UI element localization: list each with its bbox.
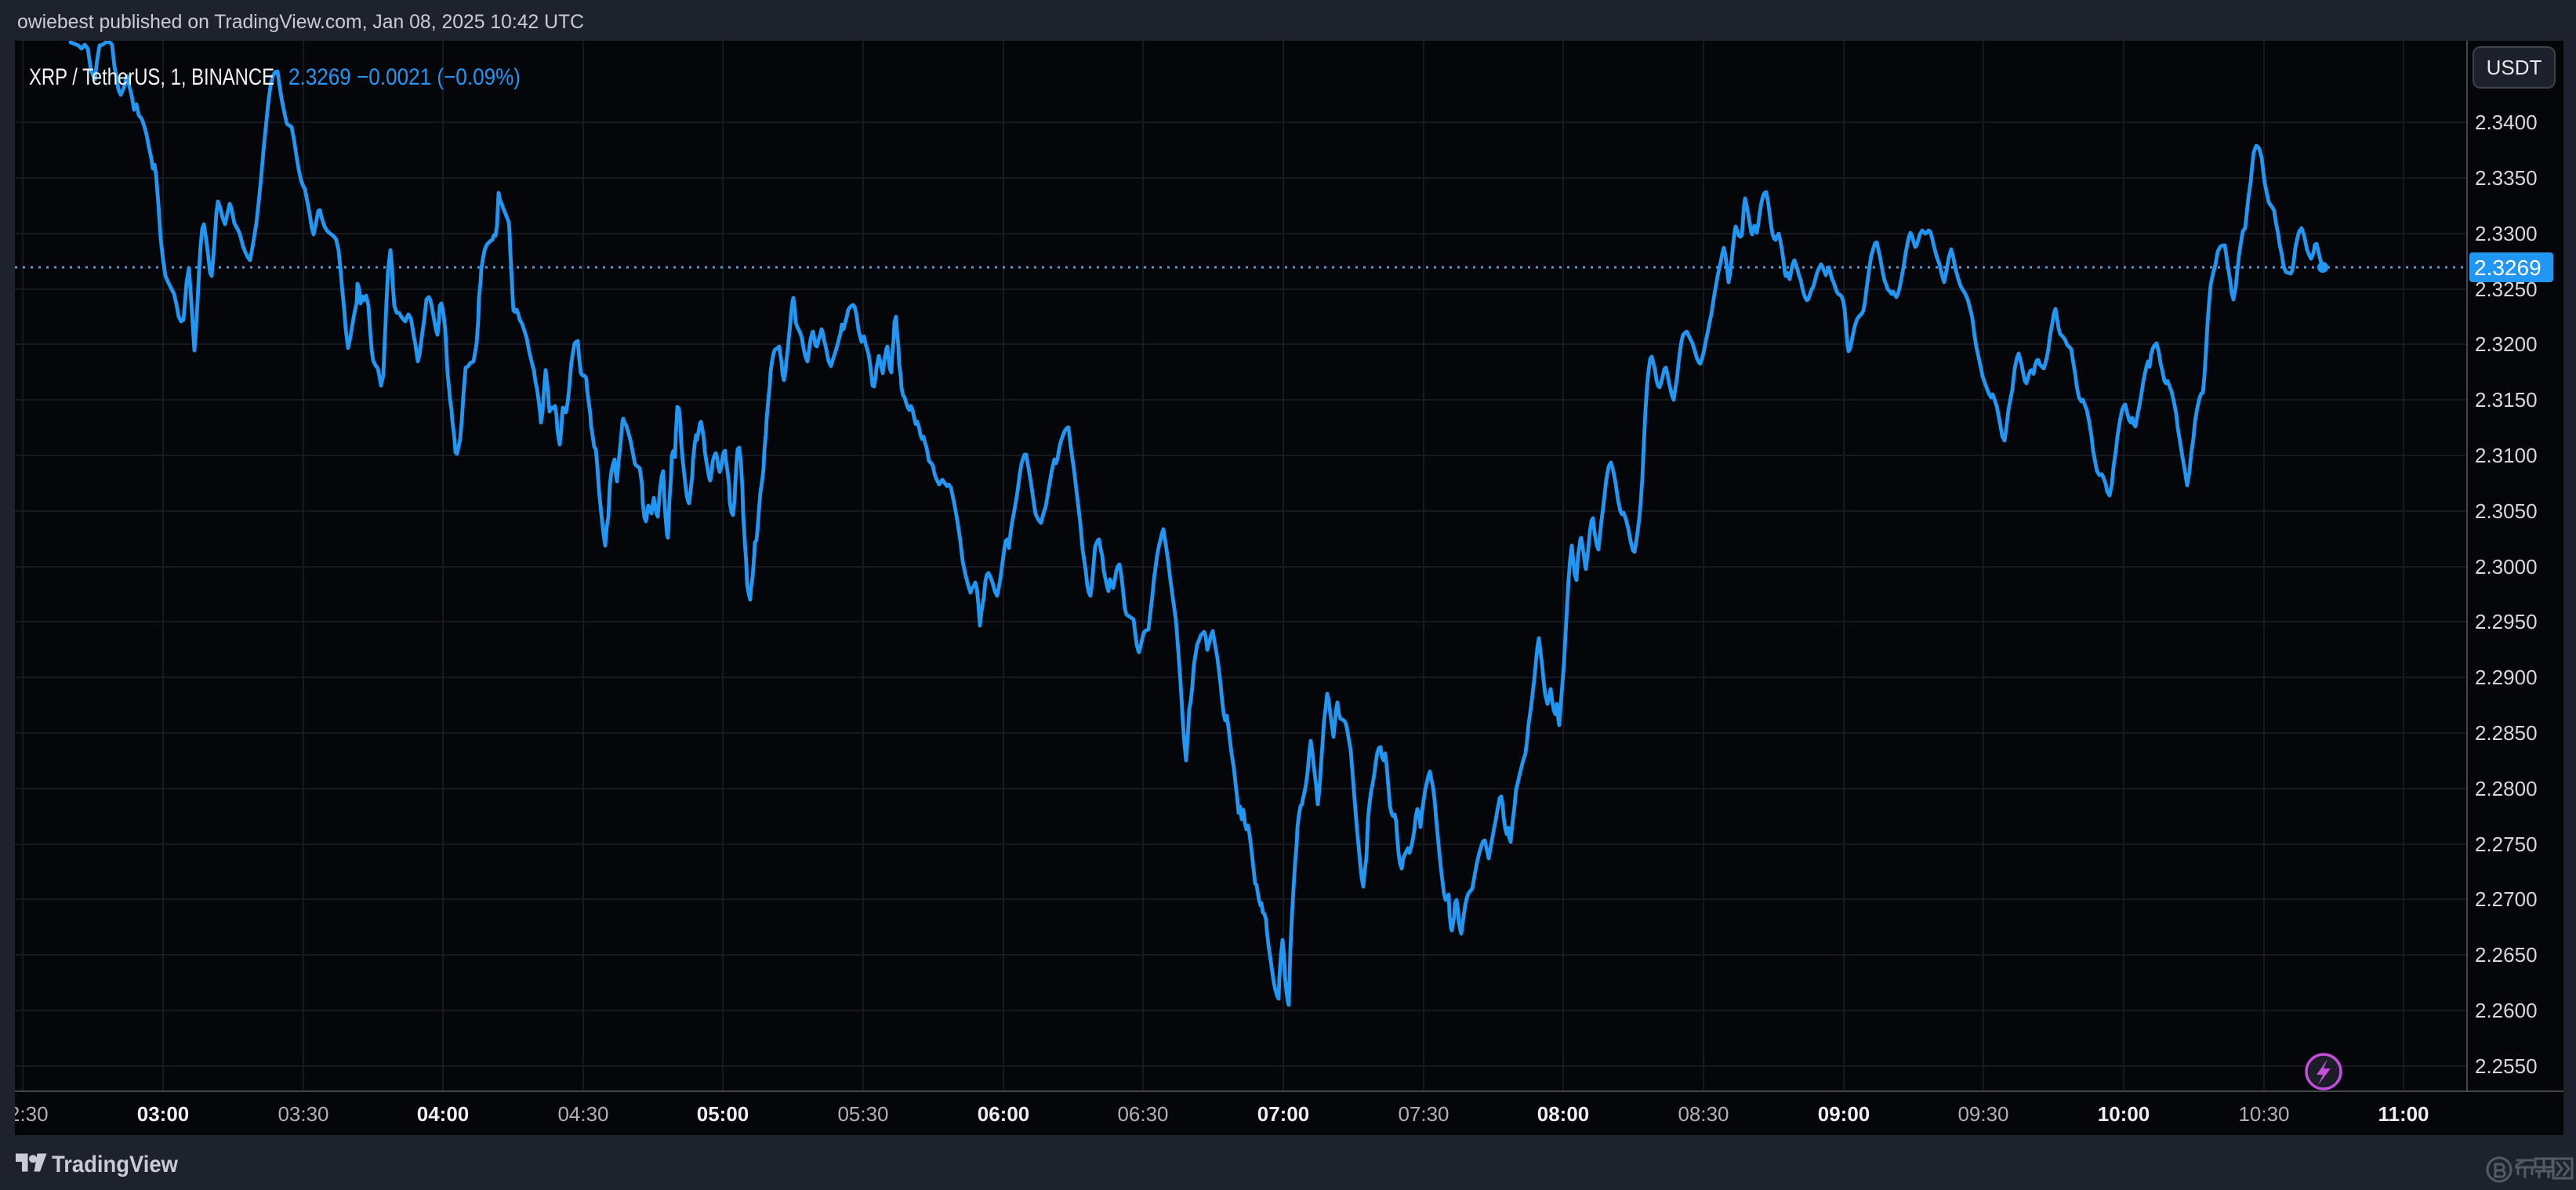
svg-text:02:30: 02:30 xyxy=(0,1102,49,1126)
svg-text:2.3000: 2.3000 xyxy=(2475,555,2538,579)
svg-text:2.3100: 2.3100 xyxy=(2475,444,2538,467)
svg-text:2.2700: 2.2700 xyxy=(2475,887,2538,911)
svg-text:08:00: 08:00 xyxy=(1537,1102,1590,1126)
svg-text:2.3300: 2.3300 xyxy=(2475,222,2538,245)
svg-text:04:00: 04:00 xyxy=(417,1102,470,1126)
svg-text:05:30: 05:30 xyxy=(837,1102,888,1126)
svg-text:2.2900: 2.2900 xyxy=(2475,666,2538,689)
svg-text:07:30: 07:30 xyxy=(1398,1102,1449,1126)
svg-text:11:00: 11:00 xyxy=(2378,1102,2429,1126)
svg-text:2.2800: 2.2800 xyxy=(2475,777,2538,800)
svg-text:09:00: 09:00 xyxy=(1818,1102,1870,1126)
svg-text:2.3350: 2.3350 xyxy=(2475,166,2538,190)
svg-text:07:00: 07:00 xyxy=(1257,1102,1310,1126)
svg-text:2.3200: 2.3200 xyxy=(2475,332,2538,356)
svg-text:05:00: 05:00 xyxy=(697,1102,749,1126)
svg-text:2.2600: 2.2600 xyxy=(2475,999,2538,1022)
svg-text:10:30: 10:30 xyxy=(2238,1102,2289,1126)
svg-text:2.3400: 2.3400 xyxy=(2475,111,2538,134)
svg-text:2.2750: 2.2750 xyxy=(2475,833,2538,856)
svg-text:09:30: 09:30 xyxy=(1957,1102,2008,1126)
svg-text:2.3050: 2.3050 xyxy=(2475,499,2538,523)
svg-text:06:30: 06:30 xyxy=(1117,1102,1168,1126)
svg-text:2.3269: 2.3269 xyxy=(2474,256,2542,280)
svg-text:10:00: 10:00 xyxy=(2098,1102,2150,1126)
svg-text:2.3269 −0.0021 (−0.09%): 2.3269 −0.0021 (−0.09%) xyxy=(288,64,521,90)
svg-text:03:00: 03:00 xyxy=(137,1102,190,1126)
svg-text:2.3150: 2.3150 xyxy=(2475,388,2538,412)
svg-text:owiebest published on TradingV: owiebest published on TradingView.com, J… xyxy=(17,11,584,33)
svg-text:08:30: 08:30 xyxy=(1678,1102,1729,1126)
svg-text:03:30: 03:30 xyxy=(278,1102,328,1126)
svg-text:XRP / TetherUS, 1, BINANCE: XRP / TetherUS, 1, BINANCE xyxy=(29,64,274,90)
svg-text:2.2950: 2.2950 xyxy=(2475,610,2538,633)
svg-text:USDT: USDT xyxy=(2487,56,2542,79)
svg-text:2.2850: 2.2850 xyxy=(2475,721,2538,745)
svg-text:TradingView: TradingView xyxy=(52,1152,179,1177)
svg-text:2.2650: 2.2650 xyxy=(2475,943,2538,967)
svg-text:06:00: 06:00 xyxy=(978,1102,1030,1126)
svg-text:04:30: 04:30 xyxy=(557,1102,608,1126)
svg-text:2.2550: 2.2550 xyxy=(2475,1054,2538,1078)
